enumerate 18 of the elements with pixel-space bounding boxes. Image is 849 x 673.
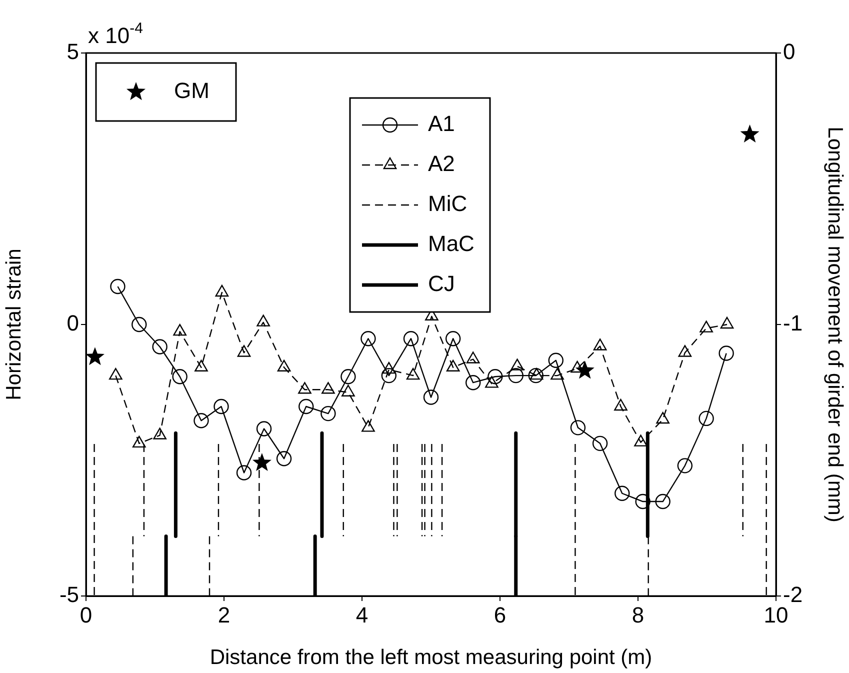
legend-label: GM bbox=[174, 78, 210, 104]
legend-label: A2 bbox=[428, 151, 455, 176]
y-tick-label: 5 bbox=[66, 39, 79, 64]
y-tick-label: -5 bbox=[59, 582, 79, 608]
y2-tick-label: 0 bbox=[783, 39, 796, 64]
y-tick-label: 0 bbox=[66, 310, 79, 336]
y2-tick-label: -1 bbox=[783, 310, 803, 336]
legend-label: CJ bbox=[428, 271, 455, 296]
x-tick-label: 8 bbox=[632, 602, 644, 628]
y2-axis-title: Longitudinal movement of girder end (mm) bbox=[824, 126, 847, 522]
x-tick-label: 6 bbox=[494, 602, 506, 628]
legend-label: MiC bbox=[428, 191, 468, 216]
x-tick-label: 4 bbox=[356, 602, 368, 628]
legend-label: A1 bbox=[428, 111, 455, 136]
x-axis-title: Distance from the left most measuring point (m) bbox=[210, 646, 652, 670]
legend-label: MaC bbox=[428, 231, 475, 256]
x-tick-label: 2 bbox=[218, 602, 230, 628]
y-axis-title: Horizontal strain bbox=[2, 248, 26, 400]
